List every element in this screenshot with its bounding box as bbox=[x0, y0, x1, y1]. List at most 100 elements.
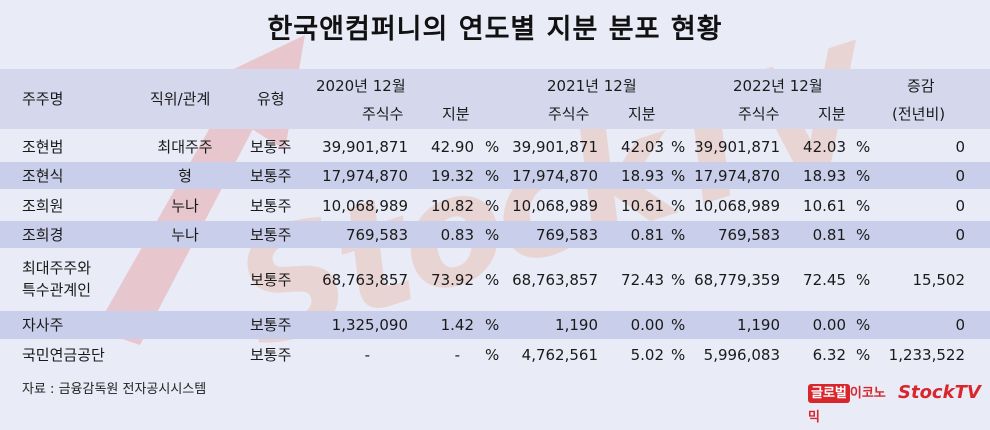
percent-sign: % bbox=[671, 226, 686, 244]
table-row-relation: 누나 bbox=[171, 226, 199, 244]
percent-sign: % bbox=[671, 316, 686, 334]
header-relation: 직위/관계 bbox=[150, 90, 211, 108]
table-row-name: 조희경 bbox=[22, 226, 64, 244]
table-row-stake-2021: 18.93 bbox=[621, 167, 664, 185]
table-row-change: 1,233,522 bbox=[888, 346, 965, 364]
table-row-shares-2022: 5,996,083 bbox=[703, 346, 780, 364]
table-row-shares-2022: 1,190 bbox=[737, 316, 780, 334]
table-row-shares-2022: 17,974,870 bbox=[694, 167, 780, 185]
table-row-name: 국민연금공단 bbox=[22, 346, 105, 364]
header-stake-2020: 지분 bbox=[442, 105, 470, 123]
page-title: 한국앤컴퍼니의 연도별 지분 분포 현황 bbox=[267, 14, 723, 45]
header-holder: 주주명 bbox=[22, 90, 64, 108]
table-row-shares-2020: 10,068,989 bbox=[322, 197, 408, 215]
table-row-name: 자사주 bbox=[22, 316, 64, 334]
table-row-shares-2022: 769,583 bbox=[717, 226, 780, 244]
table-row-shares-2022: 10,068,989 bbox=[694, 197, 780, 215]
row-band bbox=[0, 311, 990, 339]
table-row-type: 보통주 bbox=[250, 226, 292, 244]
percent-sign: % bbox=[671, 167, 686, 185]
table-row-stake-2020: 1.42 bbox=[440, 316, 474, 334]
header-stake-2021: 지분 bbox=[628, 105, 656, 123]
percent-sign: % bbox=[671, 138, 686, 156]
table-row-change: 0 bbox=[955, 167, 965, 185]
table-row-shares-2020: 769,583 bbox=[345, 226, 408, 244]
table-row-shares-2021: 10,068,989 bbox=[512, 197, 598, 215]
percent-sign: % bbox=[856, 271, 871, 289]
table-row-stake-2020: 19.32 bbox=[431, 167, 474, 185]
table-row-shares-2022: 39,901,871 bbox=[694, 138, 780, 156]
table-header-band bbox=[0, 69, 990, 129]
table-row-type: 보통주 bbox=[250, 316, 292, 334]
header-year-2021: 2021년 12월 bbox=[547, 77, 637, 95]
table-row-stake-2021: 5.02 bbox=[630, 346, 664, 364]
table-row-type: 보통주 bbox=[250, 138, 292, 156]
percent-sign: % bbox=[485, 316, 500, 334]
table-row-type: 보통주 bbox=[250, 197, 292, 215]
table-row-change: 0 bbox=[955, 138, 965, 156]
table-row-name: 조현식 bbox=[22, 167, 64, 185]
table-row-name: 조희원 bbox=[22, 197, 64, 215]
table-row-stake-2020: 73.92 bbox=[431, 271, 474, 289]
row-band bbox=[0, 162, 990, 189]
table-row-stake-2022: 18.93 bbox=[803, 167, 846, 185]
header-change: 증감 bbox=[907, 77, 935, 95]
table-row-stake-2022: 6.32 bbox=[812, 346, 846, 364]
header-type: 유형 bbox=[257, 90, 285, 108]
header-stake-2022: 지분 bbox=[818, 105, 846, 123]
table-row-stake-2020: 42.90 bbox=[431, 138, 474, 156]
table-row-type: 보통주 bbox=[250, 271, 292, 289]
table-row-stake-2020: 10.82 bbox=[431, 197, 474, 215]
table-row-relation: 누나 bbox=[171, 197, 199, 215]
table-row-stake-2022: 42.03 bbox=[803, 138, 846, 156]
table-row-stake-2022: 0.00 bbox=[812, 316, 846, 334]
percent-sign: % bbox=[856, 138, 871, 156]
percent-sign: % bbox=[856, 226, 871, 244]
table-row-stake-2020: 0.83 bbox=[440, 226, 474, 244]
header-shares-2020: 주식수 bbox=[362, 105, 404, 123]
table-row-shares-2020: 68,763,857 bbox=[322, 271, 408, 289]
table-row-shares-2020: 17,974,870 bbox=[322, 167, 408, 185]
table-row-relation: 형 bbox=[178, 167, 192, 185]
table-row-shares-2021: 4,762,561 bbox=[521, 346, 598, 364]
percent-sign: % bbox=[485, 226, 500, 244]
percent-sign: % bbox=[671, 271, 686, 289]
table-row-change: 0 bbox=[955, 197, 965, 215]
table-row-stake-2021: 0.00 bbox=[630, 316, 664, 334]
table-row-stake-2020: - bbox=[454, 346, 460, 364]
table-row-change: 0 bbox=[955, 316, 965, 334]
percent-sign: % bbox=[485, 346, 500, 364]
table-row-stake-2021: 72.43 bbox=[621, 271, 664, 289]
percent-sign: % bbox=[485, 167, 500, 185]
table-row-shares-2020: - bbox=[364, 346, 370, 364]
header-year-2020: 2020년 12월 bbox=[316, 77, 406, 95]
table-row-relation: 최대주주 bbox=[157, 138, 213, 156]
table-row-name: 조현범 bbox=[22, 138, 64, 156]
stocktv-logo: StockTV bbox=[898, 381, 981, 405]
table-row-shares-2021: 1,190 bbox=[555, 316, 598, 334]
table-row-shares-2021: 39,901,871 bbox=[512, 138, 598, 156]
table-row-shares-2021: 769,583 bbox=[535, 226, 598, 244]
table-row-shares-2020: 39,901,871 bbox=[322, 138, 408, 156]
percent-sign: % bbox=[671, 346, 686, 364]
stocktv-logo-text: StockTV bbox=[898, 382, 981, 403]
percent-sign: % bbox=[485, 271, 500, 289]
percent-sign: % bbox=[485, 197, 500, 215]
table-row-name-line2: 특수관계인 bbox=[22, 281, 92, 299]
percent-sign: % bbox=[671, 197, 686, 215]
header-change-sub: (전년비) bbox=[892, 105, 946, 123]
table-row-name: 최대주주와 bbox=[22, 259, 92, 277]
percent-sign: % bbox=[856, 197, 871, 215]
table-row-shares-2020: 1,325,090 bbox=[331, 316, 408, 334]
table-row-stake-2021: 0.81 bbox=[630, 226, 664, 244]
header-year-2022: 2022년 12월 bbox=[733, 77, 823, 95]
table-row-change: 0 bbox=[955, 226, 965, 244]
table-row-stake-2021: 10.61 bbox=[621, 197, 664, 215]
table-row-stake-2022: 72.45 bbox=[803, 271, 846, 289]
table-row-stake-2022: 0.81 bbox=[812, 226, 846, 244]
percent-sign: % bbox=[856, 167, 871, 185]
header-shares-2021: 주식수 bbox=[548, 105, 590, 123]
table-row-change: 15,502 bbox=[912, 271, 966, 289]
table-row-stake-2022: 10.61 bbox=[803, 197, 846, 215]
percent-sign: % bbox=[856, 316, 871, 334]
